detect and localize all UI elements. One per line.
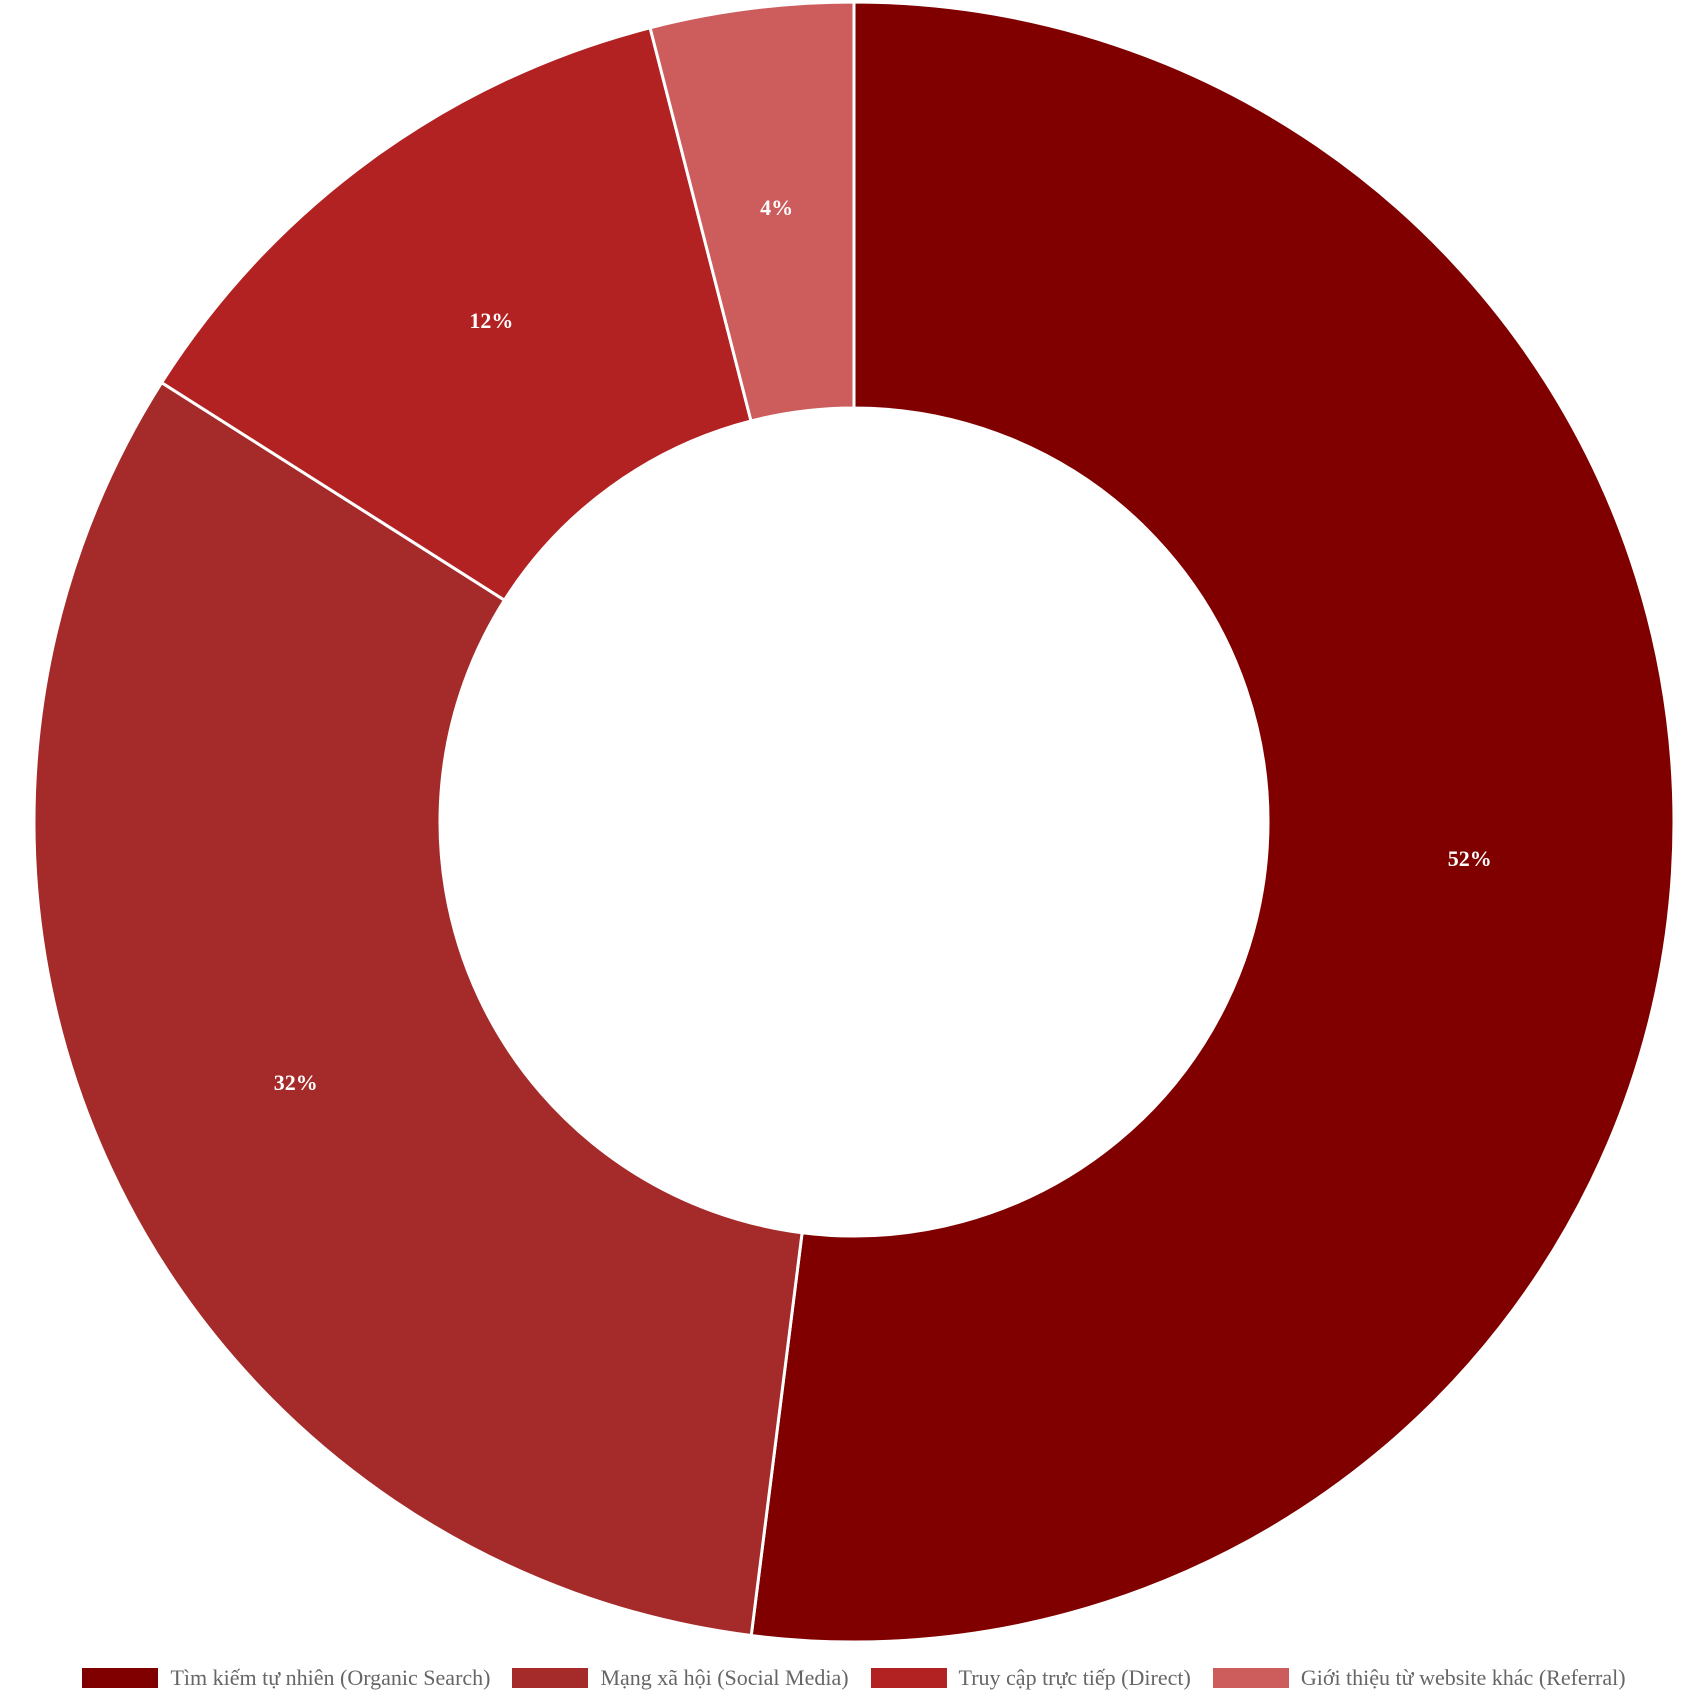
legend-swatch (82, 1668, 159, 1688)
legend-swatch (512, 1668, 589, 1688)
slice-label-4: 4% (760, 195, 793, 220)
legend-label: Tìm kiếm tự nhiên (Organic Search) (170, 1665, 491, 1690)
slice-2[interactable] (32, 380, 804, 1638)
slice-label-2: 32% (274, 1070, 318, 1095)
chart-slice-labels: 52% 32% 12% 4% (274, 195, 1492, 1095)
legend-label: Giới thiệu từ website khác (Referral) (1300, 1665, 1626, 1690)
chart-legend: Tìm kiếm tự nhiên (Organic Search) Mạng x… (0, 1662, 1708, 1694)
legend-item-1[interactable]: Tìm kiếm tự nhiên (Organic Search) (82, 1665, 490, 1691)
legend-item-4[interactable]: Giới thiệu từ website khác (Referral) (1212, 1665, 1626, 1691)
legend-label: Mạng xã hội (Social Media) (600, 1665, 849, 1690)
slice-label-1: 52% (1448, 846, 1492, 871)
legend-item-2[interactable]: Mạng xã hội (Social Media) (512, 1665, 849, 1691)
slice-4[interactable] (648, 0, 856, 423)
legend-item-3[interactable]: Truy cập trực tiếp (Direct) (870, 1665, 1191, 1691)
legend-swatch (870, 1668, 947, 1688)
legend-swatch (1212, 1668, 1289, 1688)
slice-1[interactable] (749, 0, 1676, 1644)
slice-label-3: 12% (469, 308, 513, 333)
legend-label: Truy cập trực tiếp (Direct) (958, 1665, 1191, 1690)
slice-3[interactable] (159, 25, 753, 603)
chart-slices (32, 0, 1676, 1644)
